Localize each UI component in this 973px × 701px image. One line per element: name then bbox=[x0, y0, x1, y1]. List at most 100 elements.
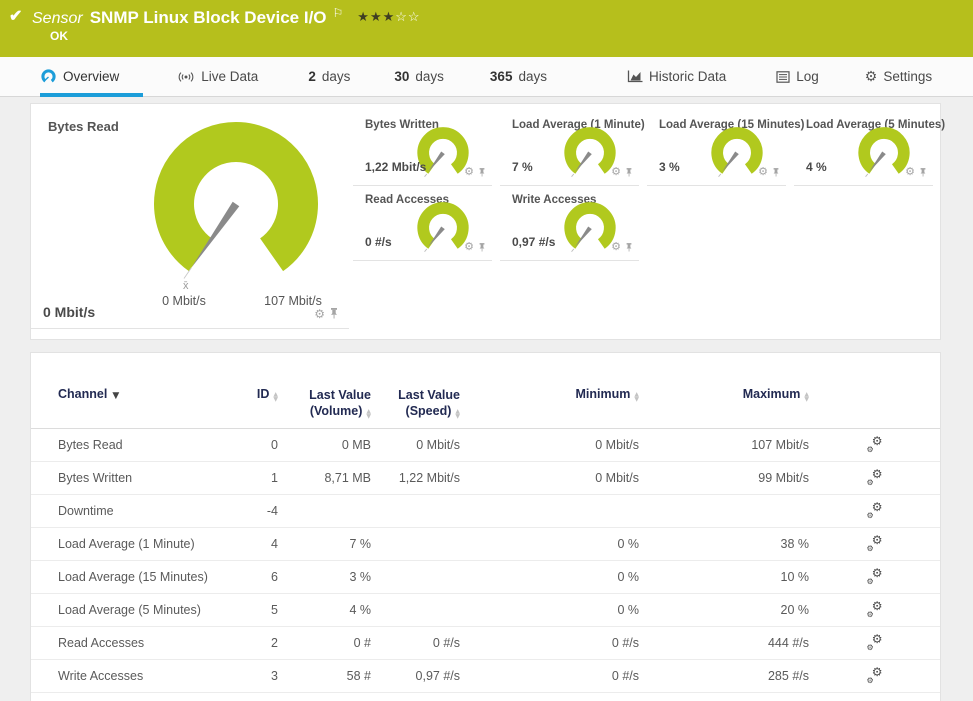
channels-panel: Channel▼ ID▲▼ Last Value (Volume)▲▼ Last… bbox=[30, 352, 941, 701]
channel-id: 2 bbox=[221, 636, 278, 650]
table-row: Downtime -4 ⚙⚙ bbox=[31, 495, 940, 528]
pin-icon[interactable] bbox=[919, 167, 927, 178]
last-value-speed: 0 #/s bbox=[371, 636, 460, 650]
primary-gauge-value: 0 Mbit/s bbox=[43, 304, 95, 320]
maximum: 285 #/s bbox=[639, 669, 809, 683]
table-row: Read Accesses 2 0 # 0 #/s 0 #/s 444 #/s … bbox=[31, 627, 940, 660]
last-value-volume: 0 MB bbox=[278, 438, 371, 452]
rating-stars-filled[interactable]: ★★★ bbox=[357, 9, 395, 24]
channel-id: -4 bbox=[221, 504, 278, 518]
channel-settings-gear-icon[interactable]: ⚙ bbox=[611, 167, 621, 178]
tab-historic-data[interactable]: Historic Data bbox=[627, 57, 726, 96]
tab-overview[interactable]: Overview bbox=[40, 57, 129, 96]
tab-label: days bbox=[415, 69, 444, 84]
column-header-minimum[interactable]: Minimum▲▼ bbox=[460, 387, 639, 402]
channel-settings-gear-icon[interactable]: ⚙ bbox=[464, 242, 474, 253]
maximum: 444 #/s bbox=[639, 636, 809, 650]
sensor-status-badge: OK bbox=[50, 29, 68, 43]
channel-settings-gear-icon[interactable]: ⚙ bbox=[464, 167, 474, 178]
gauge-cell-write-accesses: Write Accesses 0,97 #/s ⚙ bbox=[500, 186, 639, 261]
pin-icon[interactable] bbox=[478, 242, 486, 253]
channel-settings-gear-icon[interactable]: ⚙ bbox=[758, 167, 768, 178]
channel-settings-gear-icon[interactable]: ⚙ bbox=[611, 242, 621, 253]
column-header-id[interactable]: ID▲▼ bbox=[221, 387, 278, 402]
table-row: Load Average (15 Minutes) 6 3 % 0 % 10 %… bbox=[31, 561, 940, 594]
tab-365-days[interactable]: 365 days bbox=[490, 57, 547, 96]
edit-channel-gears-icon[interactable]: ⚙⚙ bbox=[867, 634, 883, 650]
gauge-value: 0,97 #/s bbox=[512, 235, 555, 249]
minimum: 0 % bbox=[460, 570, 639, 584]
flag-icon[interactable]: ⚐ bbox=[333, 6, 344, 20]
last-value-volume: 8,71 MB bbox=[278, 471, 371, 485]
table-row: Load Average (1 Minute) 4 7 % 0 % 38 % ⚙… bbox=[31, 528, 940, 561]
sensor-header: ✔ SensorSNMP Linux Block Device I/O⚐★★★☆… bbox=[0, 0, 973, 57]
edit-channel-gears-icon[interactable]: ⚙⚙ bbox=[867, 469, 883, 485]
column-header-last-value-speed[interactable]: Last Value (Speed)▲▼ bbox=[371, 387, 460, 419]
gauge-value: 0 #/s bbox=[365, 235, 392, 249]
tab-live-data[interactable]: Live Data bbox=[177, 57, 258, 96]
tab-label: Log bbox=[796, 69, 819, 84]
maximum: 99 Mbit/s bbox=[639, 471, 809, 485]
area-chart-icon bbox=[627, 70, 643, 83]
object-kind-label: Sensor bbox=[32, 10, 83, 27]
channel-name[interactable]: Read Accesses bbox=[31, 636, 221, 650]
edit-channel-gears-icon[interactable]: ⚙⚙ bbox=[867, 667, 883, 683]
sensor-title: SNMP Linux Block Device I/O bbox=[90, 8, 327, 27]
edit-channel-gears-icon[interactable]: ⚙⚙ bbox=[867, 601, 883, 617]
edit-channel-gears-icon[interactable]: ⚙⚙ bbox=[867, 502, 883, 518]
tab-2-days[interactable]: 2 days bbox=[308, 57, 350, 96]
channel-name[interactable]: Load Average (5 Minutes) bbox=[31, 603, 221, 617]
last-value-volume: 4 % bbox=[278, 603, 371, 617]
tab-label: Overview bbox=[63, 69, 119, 84]
rating-stars-empty[interactable]: ☆☆ bbox=[395, 9, 420, 24]
column-header-last-value-volume[interactable]: Last Value (Volume)▲▼ bbox=[278, 387, 371, 419]
table-row: Load Average (5 Minutes) 5 4 % 0 % 20 % … bbox=[31, 594, 940, 627]
edit-channel-gears-icon[interactable]: ⚙⚙ bbox=[867, 436, 883, 452]
channel-settings-gear-icon[interactable]: ⚙ bbox=[905, 167, 915, 178]
channels-table: Channel▼ ID▲▼ Last Value (Volume)▲▼ Last… bbox=[31, 383, 940, 693]
sort-icon: ▲▼ bbox=[455, 409, 460, 419]
last-value-speed: 0 Mbit/s bbox=[371, 438, 460, 452]
channel-settings-gear-icon[interactable]: ⚙ bbox=[314, 308, 325, 320]
channel-name[interactable]: Load Average (1 Minute) bbox=[31, 537, 221, 551]
channel-name[interactable]: Load Average (15 Minutes) bbox=[31, 570, 221, 584]
tab-log[interactable]: Log bbox=[776, 57, 819, 96]
tab-label: days bbox=[322, 69, 351, 84]
tab-bar: Overview Live Data 2 days 30 days 365 da… bbox=[0, 57, 973, 97]
pin-icon[interactable] bbox=[772, 167, 780, 178]
channel-id: 6 bbox=[221, 570, 278, 584]
tab-number: 30 bbox=[394, 69, 409, 84]
maximum: 107 Mbit/s bbox=[639, 438, 809, 452]
channel-name[interactable]: Write Accesses bbox=[31, 669, 221, 683]
last-value-volume: 58 # bbox=[278, 669, 371, 683]
tab-30-days[interactable]: 30 days bbox=[394, 57, 444, 96]
table-header-row: Channel▼ ID▲▼ Last Value (Volume)▲▼ Last… bbox=[31, 383, 940, 429]
primary-gauge-cell: Bytes Read x̄ 0 Mbit/s 107 Mbit/s 0 Mbit… bbox=[31, 104, 349, 329]
tab-number: 365 bbox=[490, 69, 513, 84]
channel-name[interactable]: Bytes Read bbox=[31, 438, 221, 452]
column-header-maximum[interactable]: Maximum▲▼ bbox=[639, 387, 809, 402]
tab-label: Settings bbox=[883, 69, 932, 84]
table-row: Bytes Read 0 0 MB 0 Mbit/s 0 Mbit/s 107 … bbox=[31, 429, 940, 462]
tab-settings[interactable]: ⚙ Settings bbox=[865, 57, 932, 96]
pin-icon[interactable] bbox=[478, 167, 486, 178]
minimum: 0 % bbox=[460, 537, 639, 551]
column-header-channel[interactable]: Channel▼ bbox=[31, 387, 221, 401]
edit-channel-gears-icon[interactable]: ⚙⚙ bbox=[867, 535, 883, 551]
pin-icon[interactable] bbox=[625, 167, 633, 178]
edit-channel-gears-icon[interactable]: ⚙⚙ bbox=[867, 568, 883, 584]
channel-id: 4 bbox=[221, 537, 278, 551]
minimum: 0 #/s bbox=[460, 669, 639, 683]
channel-name[interactable]: Downtime bbox=[31, 504, 221, 518]
maximum: 38 % bbox=[639, 537, 809, 551]
tab-label: Live Data bbox=[201, 69, 258, 84]
pin-icon[interactable] bbox=[625, 242, 633, 253]
log-list-icon bbox=[776, 71, 790, 83]
table-row: Write Accesses 3 58 # 0,97 #/s 0 #/s 285… bbox=[31, 660, 940, 693]
gauge-value: 7 % bbox=[512, 160, 533, 174]
channel-name[interactable]: Bytes Written bbox=[31, 471, 221, 485]
last-value-speed: 1,22 Mbit/s bbox=[371, 471, 460, 485]
channel-id: 3 bbox=[221, 669, 278, 683]
pin-icon[interactable] bbox=[329, 307, 339, 320]
gauge-scale-min: 0 Mbit/s bbox=[162, 294, 206, 308]
